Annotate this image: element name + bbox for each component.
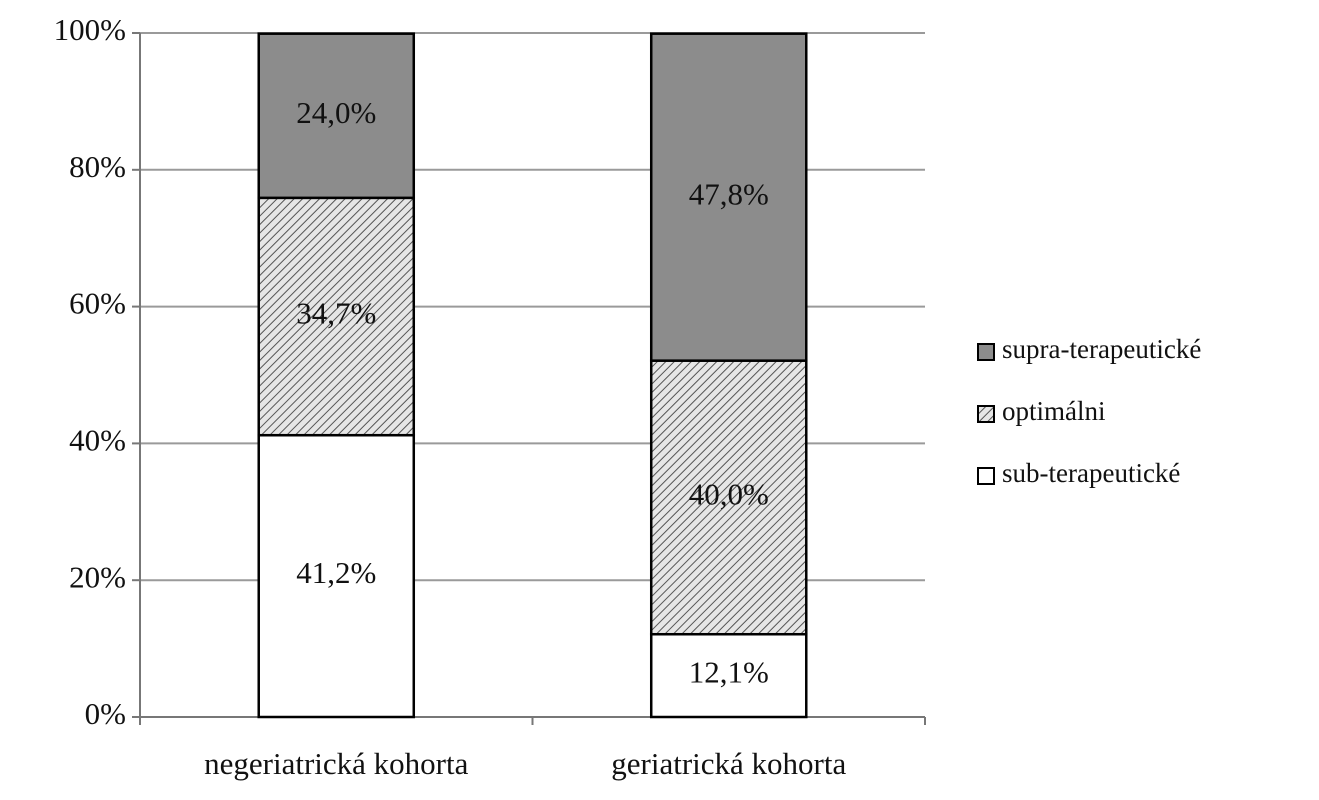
legend-swatch [977, 405, 995, 423]
bar-segment [649, 32, 808, 362]
value-label: 40,0% [689, 477, 769, 512]
value-label: 47,8% [689, 176, 769, 211]
legend-swatch [977, 343, 995, 361]
bar-segment [649, 632, 808, 719]
bar-segment [257, 433, 416, 719]
legend-swatch [977, 467, 995, 485]
bar-segment [649, 359, 808, 636]
y-tick-label: 100% [54, 12, 126, 47]
bar-segment [257, 196, 416, 437]
value-label: 24,0% [296, 95, 376, 130]
y-tick-label: 40% [69, 423, 126, 458]
legend-label: optimálni [1002, 396, 1106, 426]
x-tick-label: negeriatrická kohorta [204, 746, 468, 781]
y-tick-label: 0% [85, 696, 126, 731]
value-label: 34,7% [296, 296, 376, 331]
bar-segment [257, 32, 416, 200]
y-tick-label: 20% [69, 559, 126, 594]
x-tick-label: geriatrická kohorta [611, 746, 846, 781]
y-tick-label: 80% [69, 149, 126, 184]
legend-label: supra-terapeutické [1002, 334, 1201, 364]
legend-label: sub-terapeutické [1002, 458, 1180, 488]
value-label: 41,2% [296, 555, 376, 590]
y-tick-label: 60% [69, 286, 126, 321]
value-label: 12,1% [689, 655, 769, 690]
